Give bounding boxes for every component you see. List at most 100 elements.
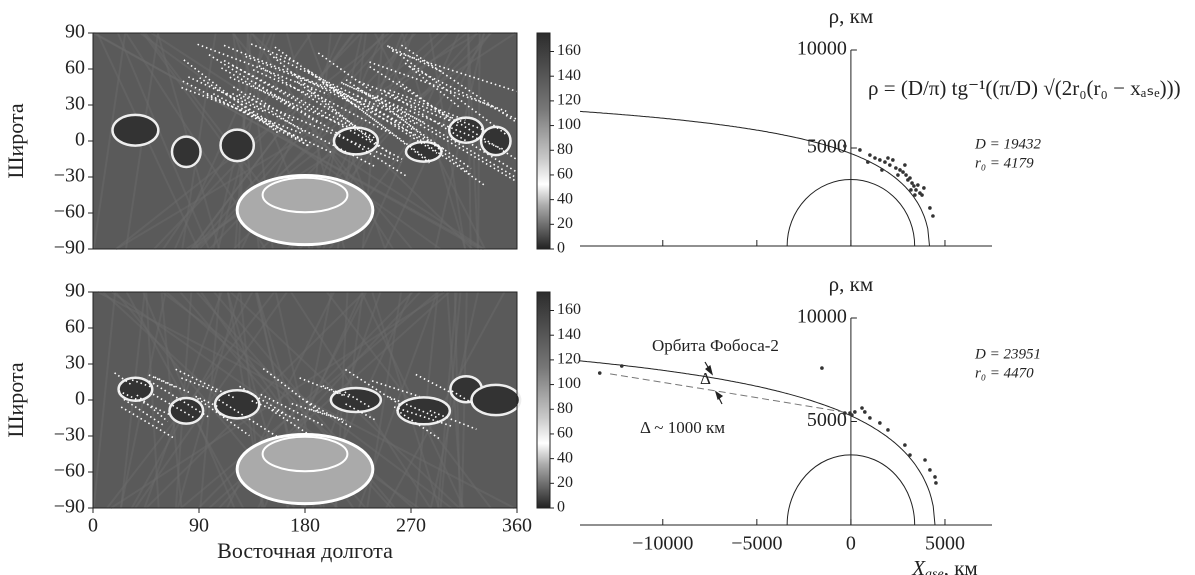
colorbar-tick-label: 20 xyxy=(557,474,573,491)
fit-label: r₀ = 4470 xyxy=(975,365,1034,381)
colorbar xyxy=(537,33,550,249)
point xyxy=(913,193,917,197)
y-axis-label: Широта xyxy=(3,103,28,179)
map-feature xyxy=(169,398,203,424)
point xyxy=(843,144,847,148)
point xyxy=(903,163,907,167)
point xyxy=(933,475,937,479)
annotation: Δ ~ 1000 км xyxy=(640,418,725,437)
y-tick-label: 90 xyxy=(65,280,85,302)
colorbar-tick-label: 140 xyxy=(557,67,581,84)
colorbar-tick-label: 120 xyxy=(557,351,581,368)
point xyxy=(912,184,916,188)
point xyxy=(873,156,877,160)
map-feature xyxy=(112,115,158,146)
map-feature xyxy=(172,137,201,167)
fit-curve xyxy=(580,361,935,525)
point xyxy=(923,458,927,462)
map-feature xyxy=(449,118,483,143)
y-tick-label: 0 xyxy=(75,388,85,410)
y-tick-label: −90 xyxy=(54,237,85,259)
colorbar-tick-label: 100 xyxy=(557,375,581,392)
x-label-subscript: ase xyxy=(925,567,944,575)
point xyxy=(898,168,902,172)
colorbar-tick-label: 60 xyxy=(557,166,573,183)
y-tick-label: 5000 xyxy=(807,409,847,431)
point xyxy=(928,468,932,472)
point xyxy=(903,443,907,447)
point xyxy=(886,428,890,432)
x-tick-label: −10000 xyxy=(632,533,693,555)
x-tick-label: −5000 xyxy=(731,533,782,555)
point xyxy=(922,186,926,190)
x-tick-label: 180 xyxy=(290,515,320,537)
point xyxy=(916,183,920,187)
colorbar-tick-label: 20 xyxy=(557,215,573,232)
point xyxy=(908,453,912,457)
x-tick-label: 360 xyxy=(502,515,532,537)
point xyxy=(888,163,892,167)
colorbar xyxy=(537,292,550,508)
map-feature xyxy=(237,435,373,504)
x-axis-label: Xase, км xyxy=(911,556,978,575)
y-tick-label: −30 xyxy=(54,424,85,446)
point xyxy=(878,158,882,162)
point xyxy=(868,416,872,420)
y-tick-label: 5000 xyxy=(807,136,847,158)
x-tick-label: 90 xyxy=(189,515,209,537)
fit-label: D = 23951 xyxy=(974,346,1041,362)
orbit-label: Орбита Фобоса-2 xyxy=(652,336,779,355)
colorbar-tick-label: 140 xyxy=(557,326,581,343)
point xyxy=(866,160,870,164)
point xyxy=(850,413,854,417)
point xyxy=(878,421,882,425)
point xyxy=(863,410,867,414)
colorbar-tick-label: 40 xyxy=(557,190,573,207)
point xyxy=(868,153,872,157)
point xyxy=(901,170,905,174)
x-tick-label: 5000 xyxy=(925,533,965,555)
point xyxy=(880,168,884,172)
point xyxy=(920,193,924,197)
point xyxy=(928,206,932,210)
map-feature xyxy=(331,388,381,412)
colorbar-tick-label: 0 xyxy=(557,240,565,257)
map-feature xyxy=(471,385,520,415)
colorbar-tick-label: 100 xyxy=(557,116,581,133)
map-feature xyxy=(398,397,450,424)
map-feature xyxy=(215,390,259,418)
x-tick-label: 270 xyxy=(396,515,426,537)
point xyxy=(891,158,895,162)
orbit-line xyxy=(610,374,851,413)
point xyxy=(934,481,938,485)
y-tick-label: −30 xyxy=(54,165,85,187)
colorbar-tick-label: 60 xyxy=(557,425,573,442)
point xyxy=(909,188,913,192)
annotation: Δ xyxy=(700,369,711,388)
map-feature xyxy=(119,378,153,401)
point xyxy=(860,406,864,410)
map-feature xyxy=(237,176,373,245)
point xyxy=(914,188,918,192)
colorbar-tick-label: 80 xyxy=(557,400,573,417)
point xyxy=(931,214,935,218)
figure: −90 −60 −30 0 30 60 90 Широта 0 20 40 60 80 100 120 140… xyxy=(0,0,1195,575)
point xyxy=(908,176,912,180)
point xyxy=(853,410,857,414)
colorbar-tick-label: 120 xyxy=(557,92,581,109)
colorbar-tick-label: 160 xyxy=(557,42,581,59)
fit-label: r₀ = 4179 xyxy=(975,155,1034,171)
y-tick-label: 60 xyxy=(65,57,85,79)
y-tick-label: 90 xyxy=(65,21,85,43)
y-tick-label: 30 xyxy=(65,352,85,374)
point xyxy=(598,371,602,375)
point xyxy=(858,148,862,152)
y-tick-label: 0 xyxy=(75,129,85,151)
y-tick-label: 10000 xyxy=(797,306,847,328)
y-tick-label: −60 xyxy=(54,460,85,482)
y-tick-label: 30 xyxy=(65,93,85,115)
point xyxy=(886,156,890,160)
fit-label: D = 19432 xyxy=(974,136,1041,152)
x-tick-label: 0 xyxy=(88,515,98,537)
map-feature xyxy=(406,142,441,162)
